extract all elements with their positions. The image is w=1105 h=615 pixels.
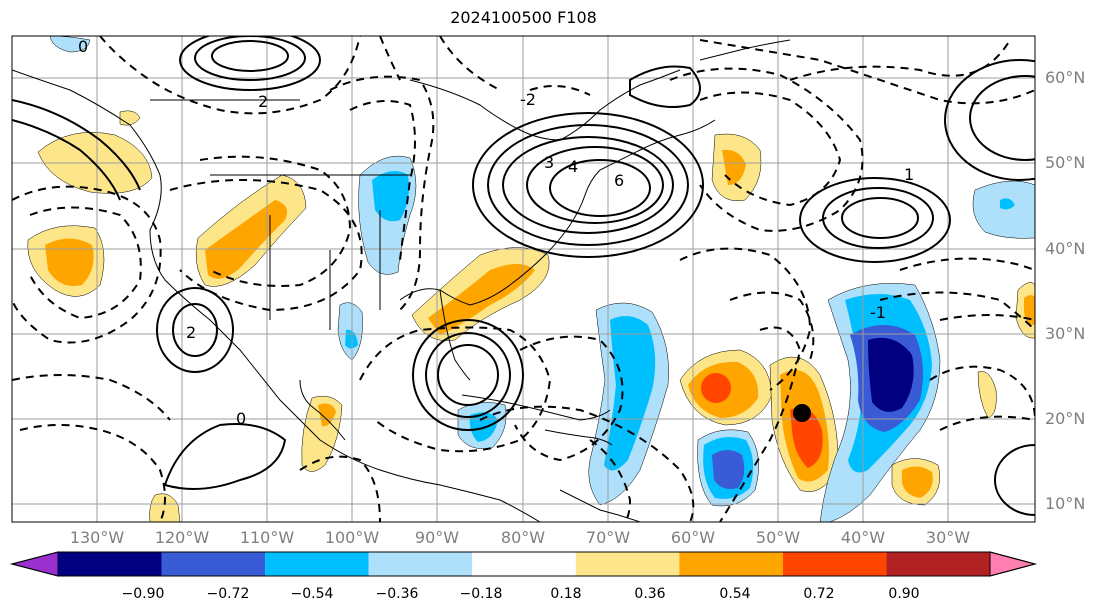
colorbar-tick-label: −0.36 (375, 586, 419, 602)
contour-label: 1 (904, 165, 914, 184)
colorbar-extend-low (10, 551, 59, 577)
colorbar-segment (161, 552, 266, 576)
lat-label: 20°N (1045, 409, 1086, 428)
colorbar-tick-label: −0.18 (459, 586, 503, 602)
negative-anomaly-shading (49, 36, 1035, 522)
colorbar-tick-label: −0.90 (121, 586, 165, 602)
lat-label: 50°N (1045, 153, 1086, 172)
contour-label: 2 (258, 92, 268, 111)
contour-label: -1 (870, 303, 886, 322)
contour-labels: 0 2 -2 3 4 6 1 -1 0 2 (78, 37, 914, 428)
positive-contours (12, 36, 1035, 516)
coastlines (12, 39, 791, 522)
colorbar-extend-high (989, 551, 1037, 577)
colorbar-segment (472, 552, 576, 576)
lon-label: 90°W (414, 528, 460, 547)
colorbar-tick-label: −0.54 (290, 586, 334, 602)
colorbar-tick-label: 0.90 (888, 586, 920, 602)
lon-label: 130°W (69, 528, 125, 547)
lon-label: 60°W (670, 528, 716, 547)
colorbar-outline (10, 551, 1037, 577)
colorbar-segment (368, 552, 473, 576)
colorbar-segment (782, 552, 887, 576)
contour-label: 2 (186, 323, 196, 342)
colorbar-tick-label: 0.72 (803, 586, 835, 602)
lon-label: 80°W (500, 528, 546, 547)
negative-contours (12, 36, 1035, 522)
lon-label: 120°W (154, 528, 210, 547)
lon-label: 40°W (840, 528, 886, 547)
lon-label: 50°W (755, 528, 801, 547)
colorbar-segment (265, 552, 369, 576)
colorbar-segment (575, 552, 680, 576)
colorbar-tick-label: 0.54 (719, 586, 751, 602)
storm-center-marker (793, 404, 811, 422)
contour-label: 4 (568, 157, 578, 176)
contour-label: 3 (544, 153, 554, 172)
lon-label: 110°W (239, 528, 295, 547)
colorbar-tick-label: −0.72 (206, 586, 250, 602)
contour-label: -2 (520, 90, 536, 109)
colorbar (10, 551, 1037, 577)
colorbar-segment (886, 552, 990, 576)
lon-label: 30°W (925, 528, 971, 547)
map-title: 2024100500 F108 (450, 8, 597, 27)
lat-label: 60°N (1045, 68, 1086, 87)
lon-label: 100°W (324, 528, 380, 547)
contour-label: 0 (236, 409, 246, 428)
lon-label: 70°W (585, 528, 631, 547)
gridlines (12, 36, 1035, 522)
contour-label: 0 (78, 37, 88, 56)
positive-anomaly-shading (27, 110, 1035, 522)
colorbar-tick-label: 0.36 (634, 586, 666, 602)
lat-label: 10°N (1045, 494, 1086, 513)
colorbar-segment (58, 552, 162, 576)
colorbar-tick-label: 0.18 (550, 586, 582, 602)
lat-label: 40°N (1045, 239, 1086, 258)
contour-label: 6 (614, 171, 624, 190)
lat-label: 30°N (1045, 324, 1086, 343)
colorbar-segment (679, 552, 783, 576)
